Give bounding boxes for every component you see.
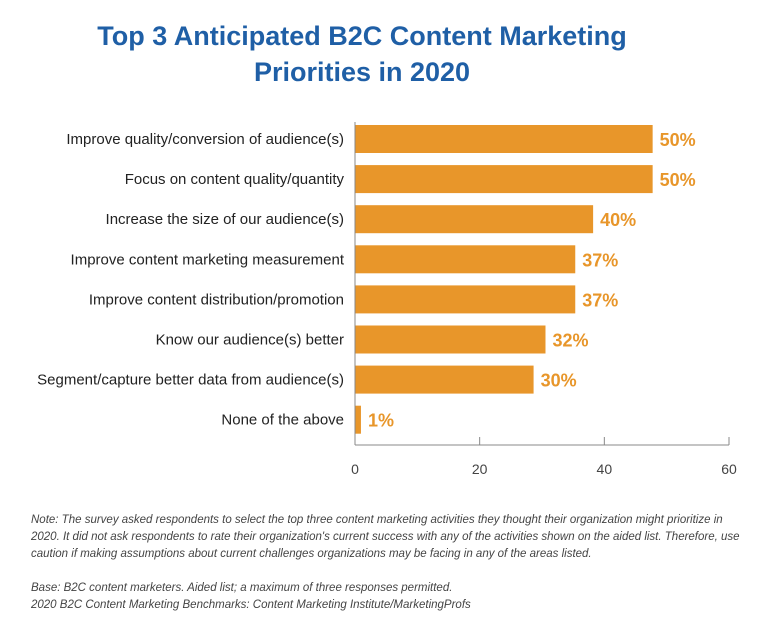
data-label: 32% [552, 331, 588, 351]
bar [355, 405, 361, 434]
chart-title-line-1: Top 3 Anticipated B2C Content Marketing [97, 21, 627, 51]
x-tick-label: 60 [721, 461, 737, 477]
note-text: Note: The survey asked respondents to se… [31, 514, 740, 560]
chart-title: Top 3 Anticipated B2C Content Marketing … [0, 18, 724, 90]
category-label: Improve content distribution/promotion [89, 291, 344, 308]
category-label: Focus on content quality/quantity [125, 171, 345, 188]
bar-chart: Improve quality/conversion of audience(s… [37, 122, 737, 477]
data-label: 1% [368, 411, 394, 431]
data-label: 37% [582, 250, 618, 270]
chart-notes: Note: The survey asked respondents to se… [31, 512, 751, 614]
x-tick-label: 0 [351, 461, 359, 477]
bar [355, 205, 594, 234]
category-label: Know our audience(s) better [156, 332, 344, 349]
category-label: Improve content marketing measurement [71, 251, 345, 268]
data-label: 50% [660, 170, 696, 190]
data-label: 30% [541, 371, 577, 391]
base-text: Base: B2C content marketers. Aided list;… [31, 582, 453, 594]
category-label: Increase the size of our audience(s) [106, 211, 344, 228]
data-label: 37% [582, 290, 618, 310]
category-label: None of the above [221, 412, 344, 429]
bar [355, 165, 653, 194]
x-tick-label: 20 [472, 461, 488, 477]
x-tick-label: 40 [597, 461, 613, 477]
data-label: 40% [600, 210, 636, 230]
bar [355, 245, 576, 274]
bar [355, 325, 546, 354]
bar [355, 125, 653, 153]
chart-title-line-2: Priorities in 2020 [253, 57, 471, 87]
data-label: 50% [660, 130, 696, 150]
category-label: Improve quality/conversion of audience(s… [66, 131, 344, 148]
source-text: 2020 B2C Content Marketing Benchmarks: C… [31, 599, 471, 611]
bar [355, 365, 534, 394]
bar [355, 285, 576, 314]
category-label: Segment/capture better data from audienc… [37, 372, 344, 389]
